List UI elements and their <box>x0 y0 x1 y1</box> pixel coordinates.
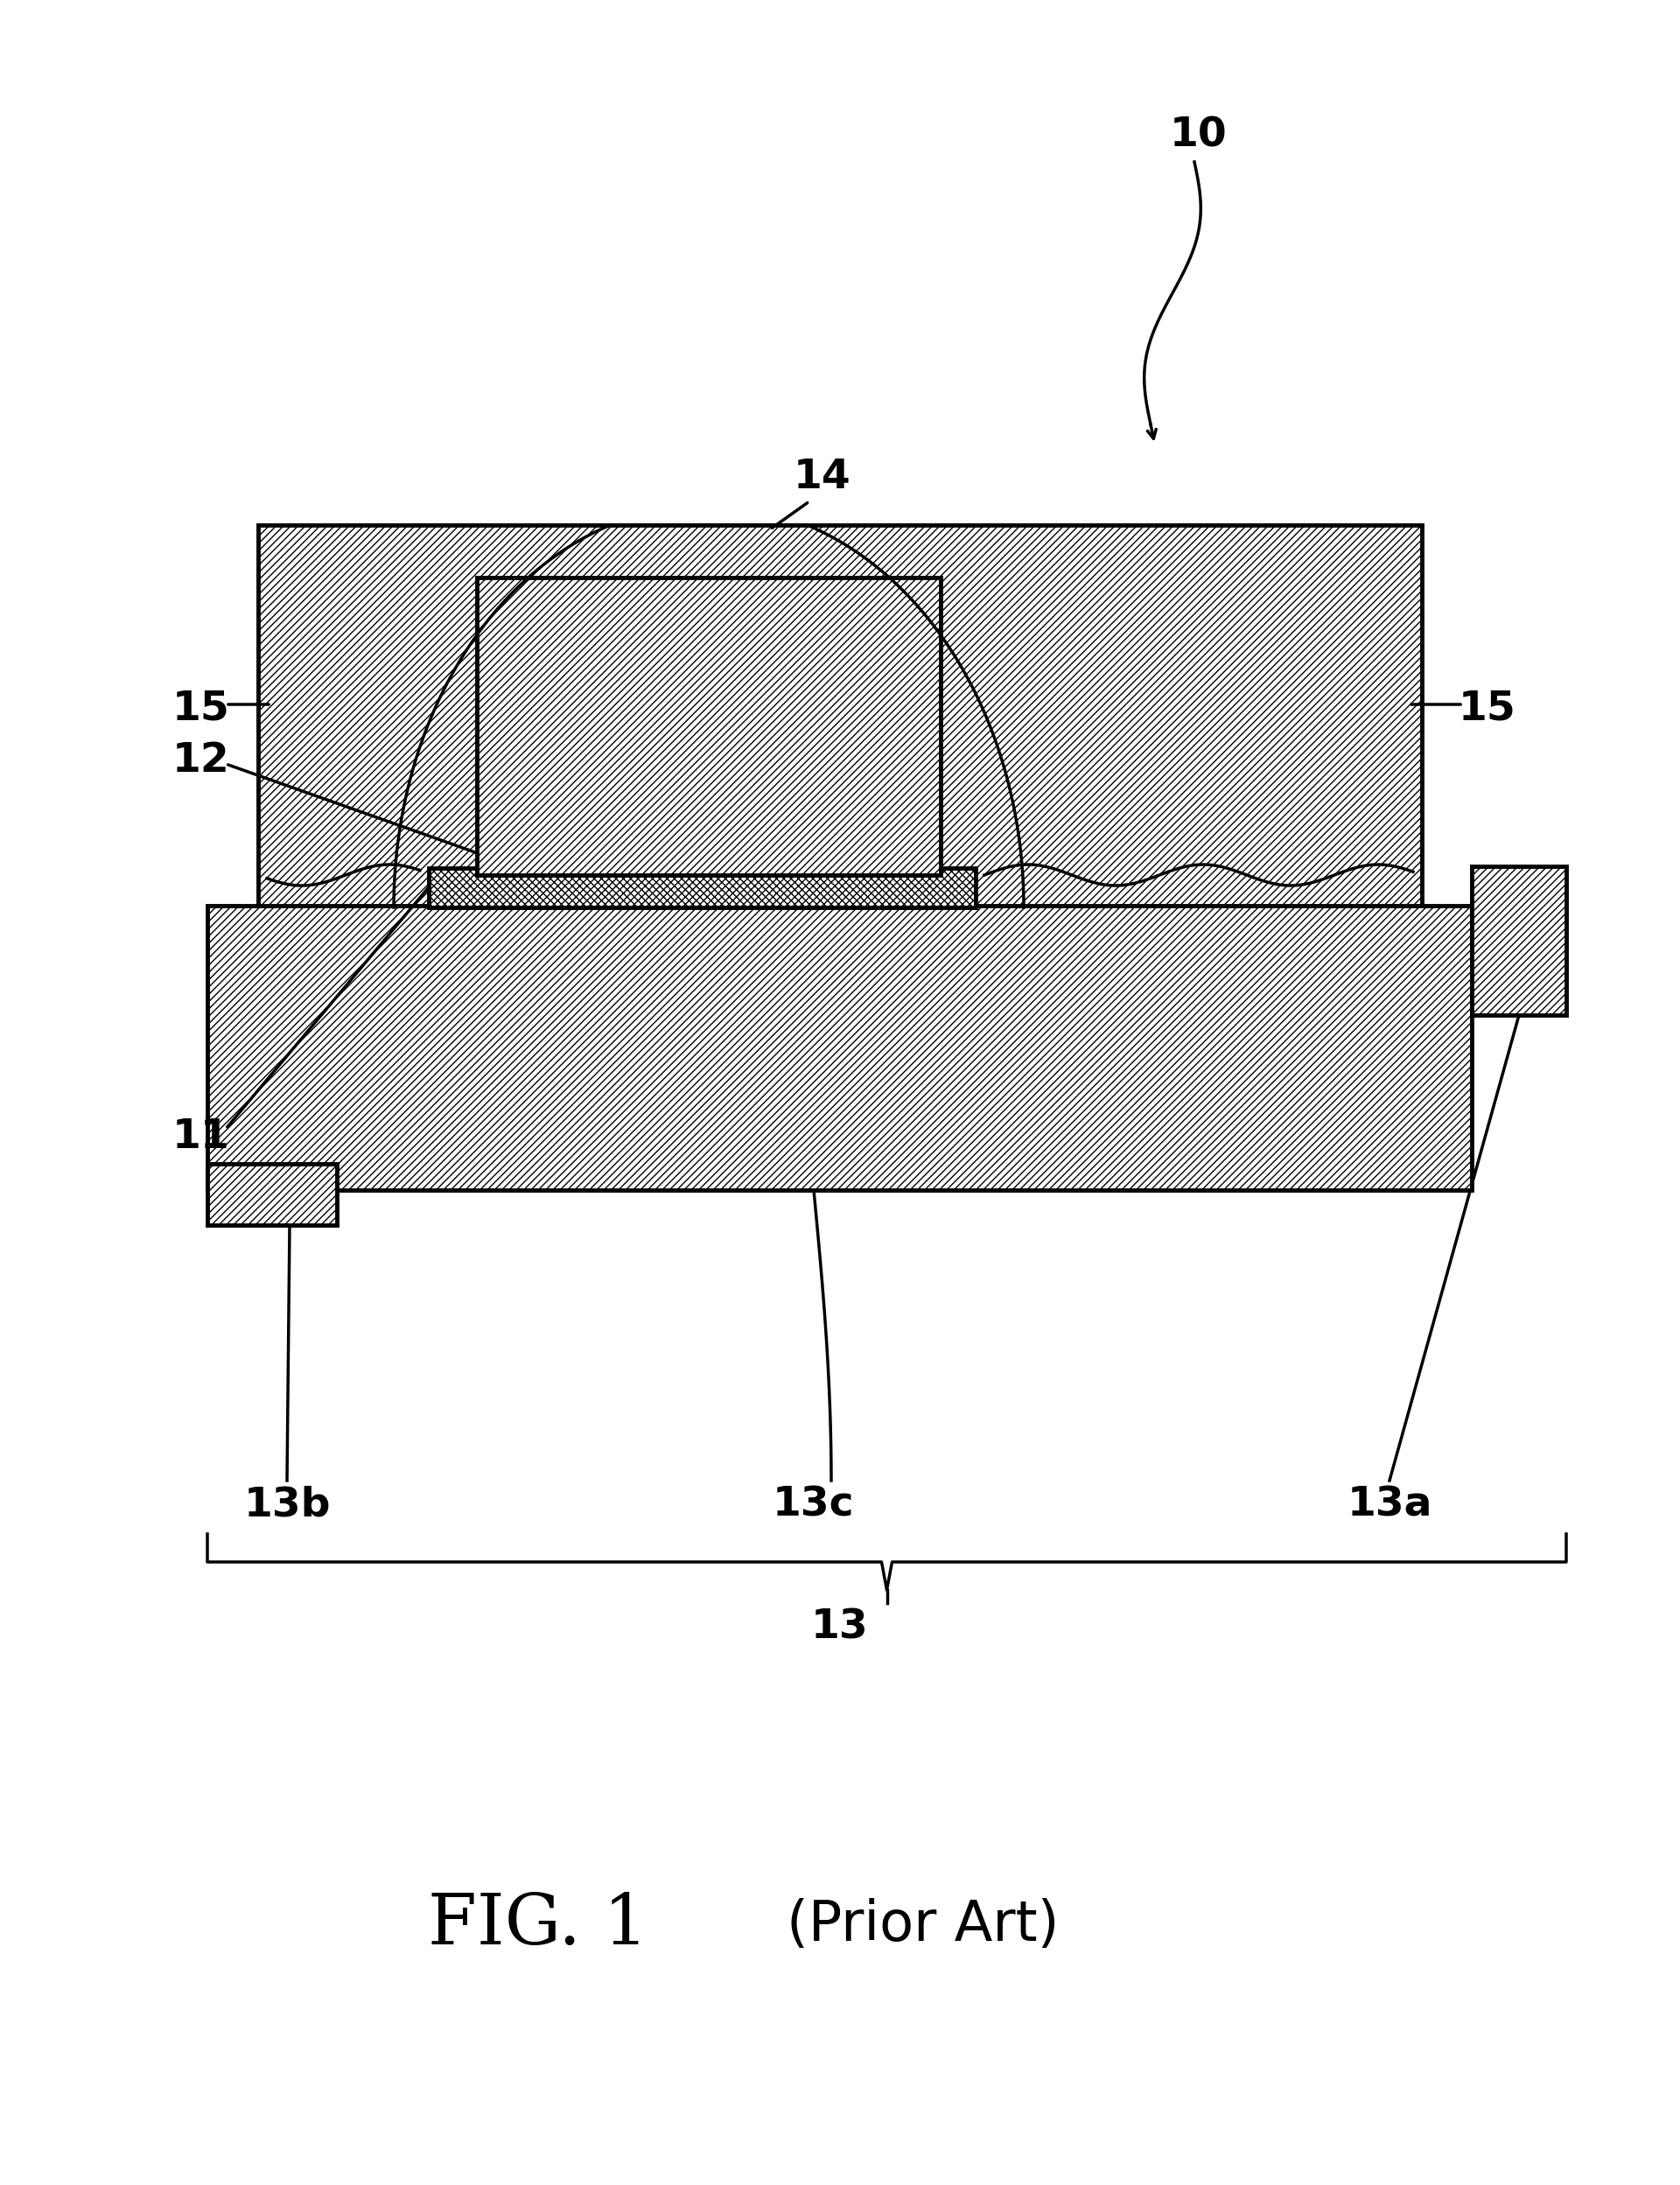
Text: 15: 15 <box>173 688 230 728</box>
Text: 14: 14 <box>793 457 852 496</box>
Text: 13a: 13a <box>1347 1486 1431 1525</box>
Bar <box>207 1165 338 1226</box>
Text: 10: 10 <box>1169 116 1228 155</box>
Text: 13b: 13b <box>244 1486 331 1525</box>
Bar <box>477 577 941 874</box>
Text: (Prior Art): (Prior Art) <box>786 1899 1060 1951</box>
Text: 13c: 13c <box>773 1486 855 1525</box>
Text: FIG. 1: FIG. 1 <box>428 1890 648 1960</box>
Text: 15: 15 <box>1458 688 1517 728</box>
Bar <box>207 905 1472 1191</box>
Text: 12: 12 <box>173 741 230 780</box>
Text: 13: 13 <box>811 1608 869 1647</box>
Text: 11: 11 <box>173 1119 230 1158</box>
Bar <box>428 867 976 907</box>
Bar <box>259 524 1421 1103</box>
Bar <box>1472 865 1566 1016</box>
